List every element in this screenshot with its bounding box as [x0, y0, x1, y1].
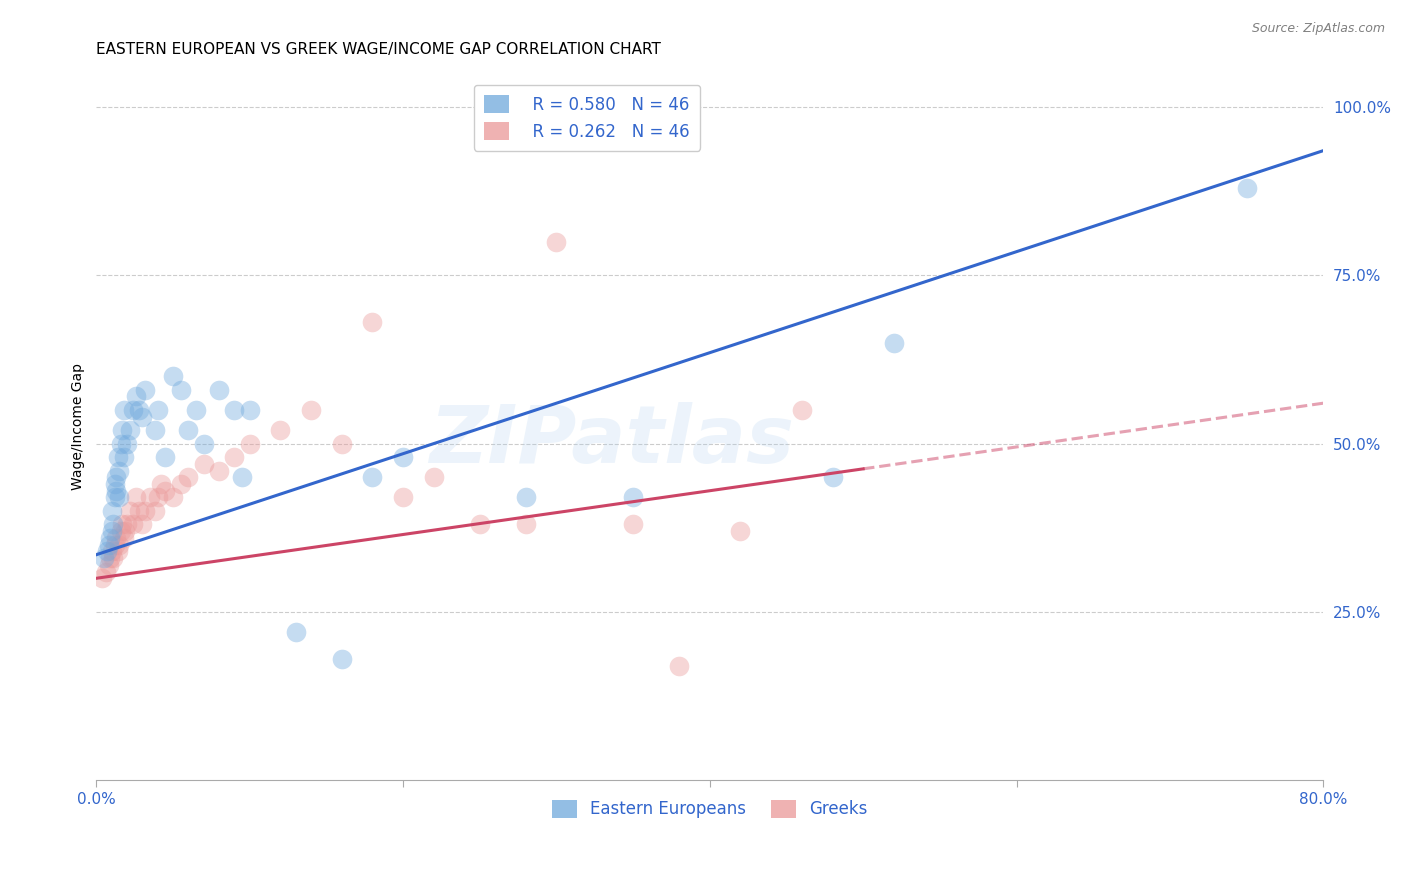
- Point: [515, 517, 537, 532]
- Point: [330, 436, 353, 450]
- Point: [105, 483, 128, 498]
- Point: [104, 538, 127, 552]
- Point: [146, 403, 169, 417]
- Point: [143, 423, 166, 437]
- Point: [128, 403, 150, 417]
- Point: [668, 658, 690, 673]
- Point: [97, 558, 120, 572]
- Point: [239, 436, 262, 450]
- Point: [98, 551, 121, 566]
- Point: [100, 524, 122, 538]
- Text: EASTERN EUROPEAN VS GREEK WAGE/INCOME GAP CORRELATION CHART: EASTERN EUROPEAN VS GREEK WAGE/INCOME GA…: [97, 42, 661, 57]
- Point: [1236, 180, 1258, 194]
- Point: [131, 517, 153, 532]
- Point: [149, 477, 172, 491]
- Point: [134, 383, 156, 397]
- Point: [100, 544, 122, 558]
- Point: [162, 491, 184, 505]
- Point: [193, 436, 215, 450]
- Point: [111, 423, 134, 437]
- Point: [94, 565, 117, 579]
- Point: [208, 463, 231, 477]
- Point: [112, 531, 135, 545]
- Point: [122, 403, 145, 417]
- Point: [107, 544, 129, 558]
- Point: [110, 436, 132, 450]
- Point: [621, 491, 644, 505]
- Point: [128, 504, 150, 518]
- Point: [146, 491, 169, 505]
- Point: [208, 383, 231, 397]
- Point: [122, 517, 145, 532]
- Point: [98, 531, 121, 545]
- Text: ZIPatlas: ZIPatlas: [429, 402, 794, 480]
- Y-axis label: Wage/Income Gap: Wage/Income Gap: [72, 363, 86, 491]
- Point: [114, 524, 136, 538]
- Point: [91, 571, 114, 585]
- Point: [231, 470, 253, 484]
- Point: [104, 491, 127, 505]
- Point: [112, 450, 135, 464]
- Point: [105, 531, 128, 545]
- Point: [120, 423, 142, 437]
- Point: [621, 517, 644, 532]
- Point: [299, 403, 322, 417]
- Point: [224, 450, 246, 464]
- Point: [107, 450, 129, 464]
- Point: [93, 551, 115, 566]
- Point: [105, 470, 128, 484]
- Point: [284, 625, 307, 640]
- Point: [108, 491, 131, 505]
- Point: [162, 369, 184, 384]
- Point: [115, 517, 138, 532]
- Point: [184, 403, 207, 417]
- Point: [115, 436, 138, 450]
- Point: [108, 463, 131, 477]
- Point: [239, 403, 262, 417]
- Point: [111, 517, 134, 532]
- Point: [468, 517, 491, 532]
- Point: [392, 450, 415, 464]
- Point: [97, 538, 120, 552]
- Point: [790, 403, 813, 417]
- Point: [269, 423, 291, 437]
- Point: [110, 524, 132, 538]
- Point: [423, 470, 446, 484]
- Point: [193, 457, 215, 471]
- Point: [224, 403, 246, 417]
- Legend: Eastern Europeans, Greeks: Eastern Europeans, Greeks: [546, 793, 875, 825]
- Point: [120, 504, 142, 518]
- Point: [546, 235, 568, 249]
- Point: [177, 423, 200, 437]
- Point: [821, 470, 844, 484]
- Point: [361, 315, 384, 329]
- Point: [125, 389, 148, 403]
- Point: [131, 409, 153, 424]
- Point: [103, 517, 125, 532]
- Point: [170, 383, 193, 397]
- Point: [155, 483, 177, 498]
- Point: [155, 450, 177, 464]
- Point: [108, 538, 131, 552]
- Point: [125, 491, 148, 505]
- Point: [104, 477, 127, 491]
- Point: [170, 477, 193, 491]
- Point: [330, 652, 353, 666]
- Point: [392, 491, 415, 505]
- Point: [143, 504, 166, 518]
- Point: [883, 335, 905, 350]
- Point: [177, 470, 200, 484]
- Point: [515, 491, 537, 505]
- Point: [139, 491, 162, 505]
- Point: [112, 403, 135, 417]
- Text: Source: ZipAtlas.com: Source: ZipAtlas.com: [1251, 22, 1385, 36]
- Point: [134, 504, 156, 518]
- Point: [100, 504, 122, 518]
- Point: [730, 524, 752, 538]
- Point: [103, 551, 125, 566]
- Point: [361, 470, 384, 484]
- Point: [96, 544, 118, 558]
